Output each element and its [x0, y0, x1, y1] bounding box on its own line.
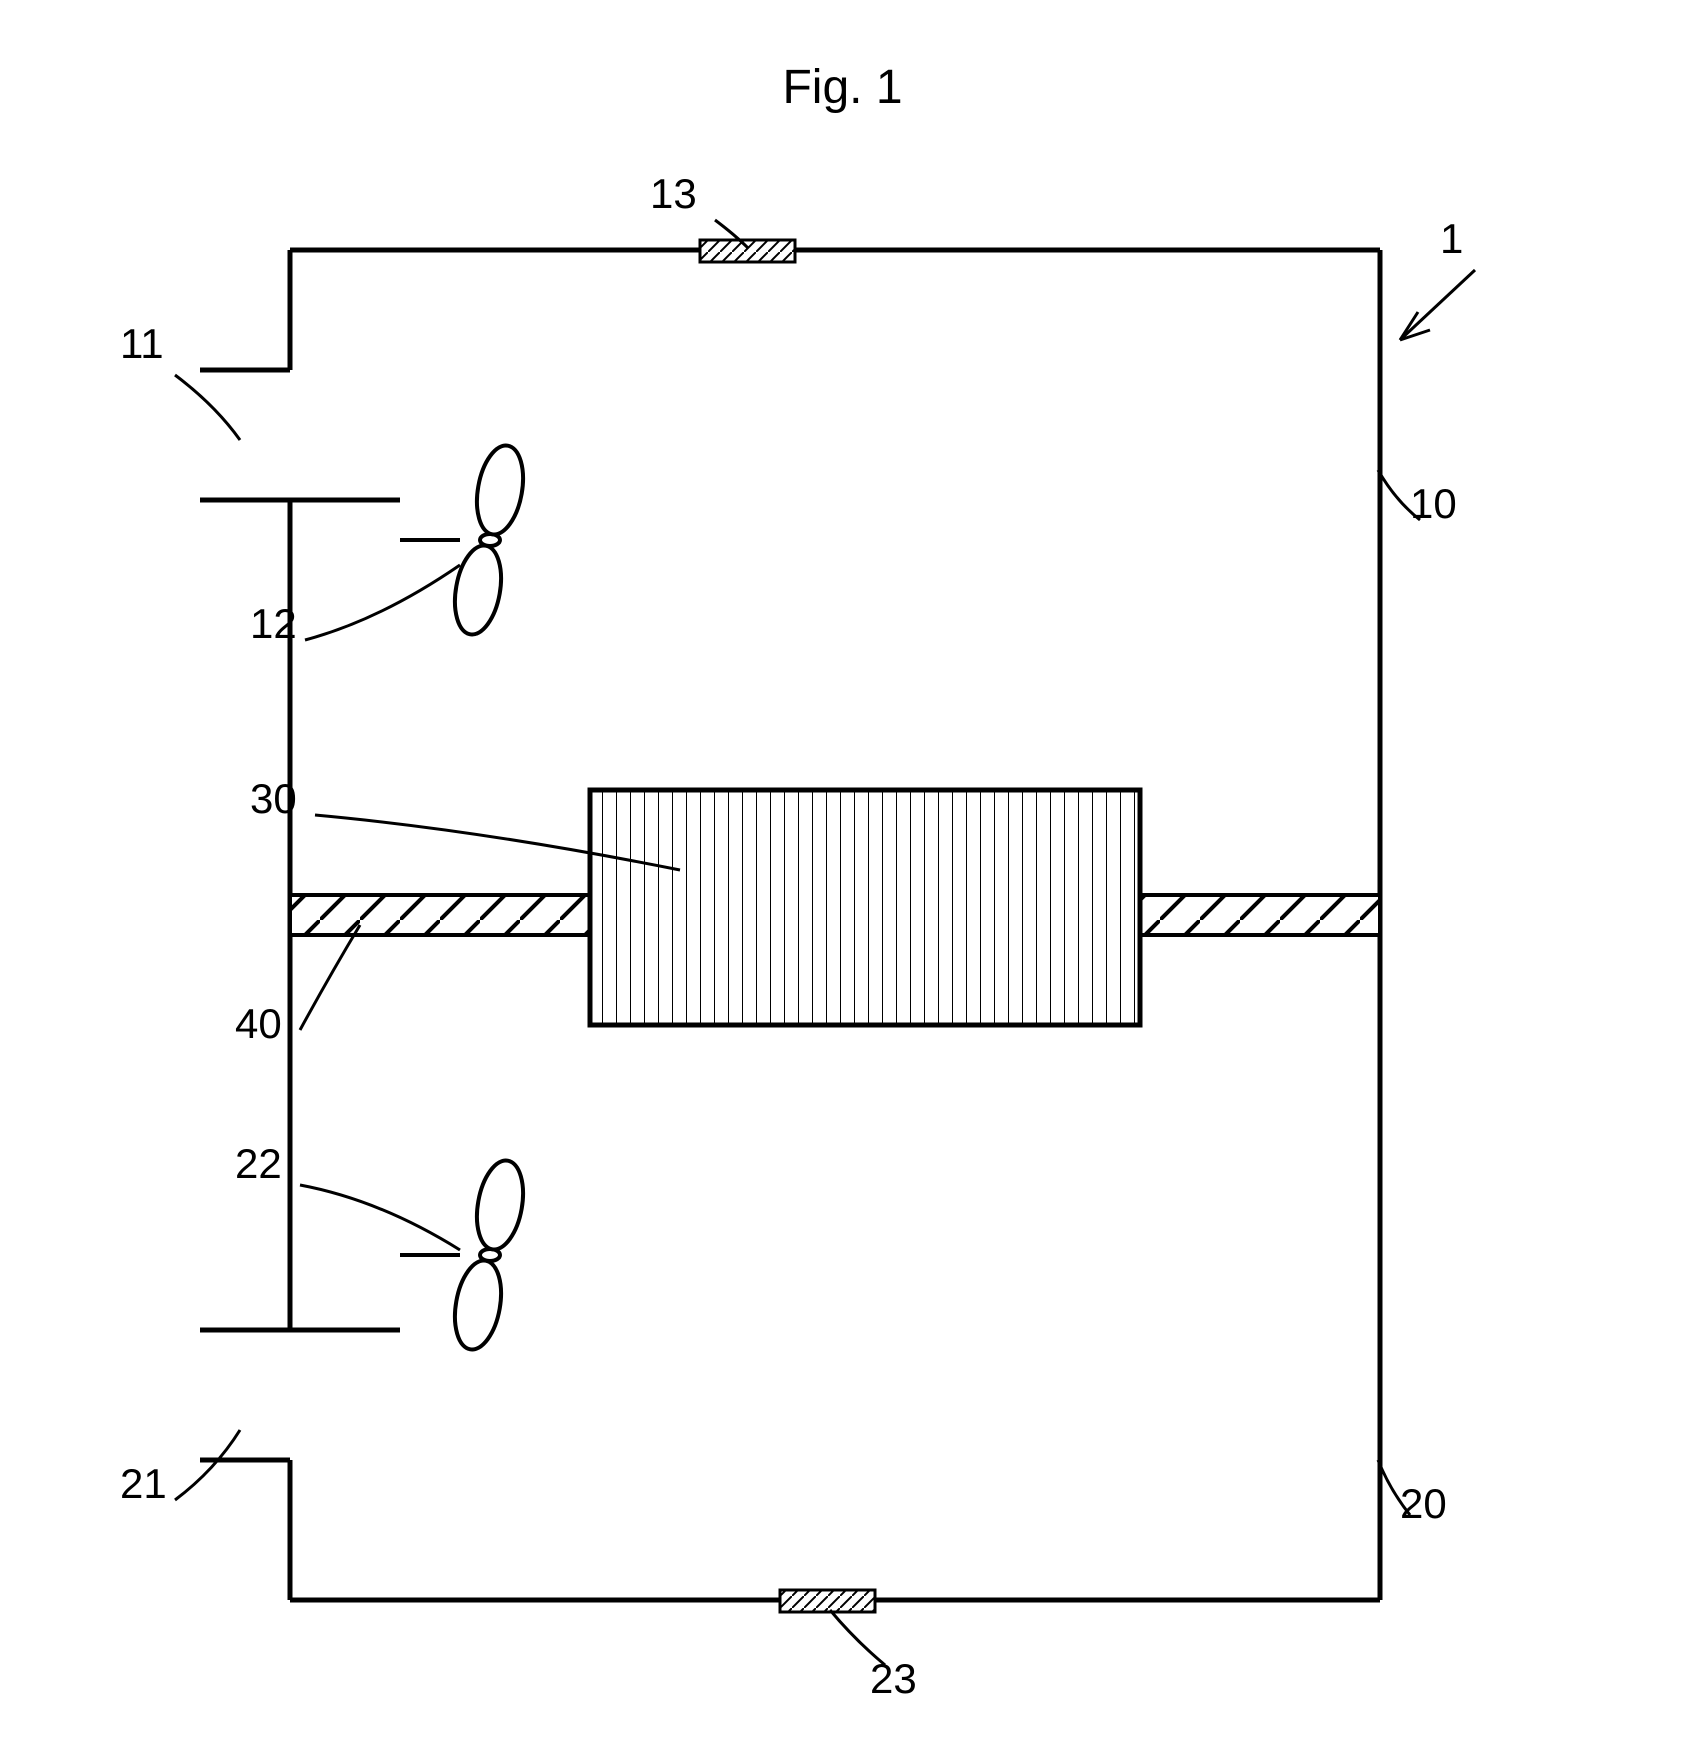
label-1: 1	[1440, 215, 1463, 263]
label-20: 20	[1400, 1480, 1447, 1528]
label-23: 23	[870, 1655, 917, 1703]
label-13: 13	[650, 170, 697, 218]
figure-canvas: Fig. 1	[0, 0, 1685, 1755]
fan-12	[400, 442, 529, 638]
label-21: 21	[120, 1460, 167, 1508]
heater-13	[700, 240, 795, 262]
label-12: 12	[250, 600, 297, 648]
heater-23	[780, 1590, 875, 1612]
center-block-30	[590, 790, 1140, 1025]
label-30: 30	[250, 775, 297, 823]
label-22: 22	[235, 1140, 282, 1188]
label-11: 11	[120, 320, 164, 368]
fan-22	[400, 1157, 529, 1353]
label-40: 40	[235, 1000, 282, 1048]
label-10: 10	[1410, 480, 1457, 528]
